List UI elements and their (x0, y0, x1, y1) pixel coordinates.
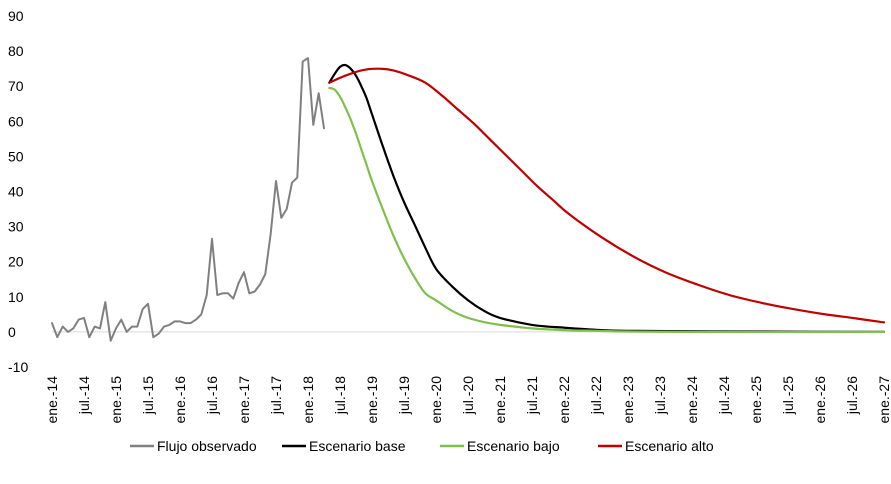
x-tick-label: jul.-24 (716, 376, 732, 415)
y-tick-label: 80 (8, 43, 24, 59)
x-axis-ticks: ene.-14 jul.-14 ene.-15 jul.-15 ene.-16 jul.-… (44, 376, 891, 424)
y-tick-label: 30 (8, 219, 24, 235)
x-tick-label: ene.-23 (620, 376, 636, 424)
legend-label-escenario-base: Escenario base (309, 438, 406, 454)
x-tick-label: jul.-14 (76, 376, 92, 415)
series-line-escenario-alto (328, 67, 886, 324)
y-tick-label: 60 (8, 113, 24, 129)
x-tick-label: ene.-26 (812, 376, 828, 424)
x-tick-label: jul.-16 (204, 376, 220, 415)
x-tick-label: ene.-17 (236, 376, 252, 424)
x-tick-label: ene.-15 (108, 376, 124, 424)
x-tick-label: jul.-18 (332, 376, 348, 415)
x-tick-label: ene.-19 (364, 376, 380, 424)
x-tick-label: jul.-22 (588, 376, 604, 415)
legend-label-escenario-alto: Escenario alto (625, 438, 714, 454)
legend: Flujo observado Escenario base Escenario b… (130, 438, 714, 454)
x-tick-label: ene.-22 (556, 376, 572, 424)
x-tick-label: ene.-24 (684, 376, 700, 424)
series-line-escenario-base (328, 63, 886, 333)
x-tick-label: ene.-16 (172, 376, 188, 424)
x-tick-label: jul.-15 (140, 376, 156, 415)
y-tick-label: 0 (8, 324, 16, 340)
x-tick-label: jul.-17 (268, 376, 284, 415)
x-tick-label: jul.-26 (844, 376, 860, 415)
y-tick-label: 20 (8, 254, 24, 270)
y-tick-label: 40 (8, 184, 24, 200)
x-tick-label: ene.-21 (492, 376, 508, 424)
x-tick-label: jul.-19 (396, 376, 412, 415)
y-tick-label: 90 (8, 8, 24, 24)
x-tick-label: ene.-27 (876, 376, 891, 424)
y-axis-ticks: -10 0 10 20 30 40 50 60 70 80 90 (8, 8, 28, 375)
x-tick-label: jul.-21 (524, 376, 540, 415)
series-line-escenario-bajo (328, 86, 886, 334)
x-tick-label: ene.-20 (428, 376, 444, 424)
y-tick-label: 50 (8, 148, 24, 164)
legend-label-escenario-bajo: Escenario bajo (467, 438, 560, 454)
series-line-flujo-observado (51, 57, 325, 342)
y-tick-label: 10 (8, 289, 24, 305)
x-tick-label: jul.-25 (780, 376, 796, 415)
x-tick-label: ene.-25 (748, 376, 764, 424)
y-tick-label: 70 (8, 78, 24, 94)
y-tick-label: -10 (8, 359, 28, 375)
x-tick-label: jul.-20 (460, 376, 476, 415)
series-lines (51, 57, 886, 342)
x-tick-label: ene.-18 (300, 376, 316, 424)
legend-label-flujo-observado: Flujo observado (157, 438, 257, 454)
x-tick-label: ene.-14 (44, 376, 60, 424)
x-tick-label: jul.-23 (652, 376, 668, 415)
